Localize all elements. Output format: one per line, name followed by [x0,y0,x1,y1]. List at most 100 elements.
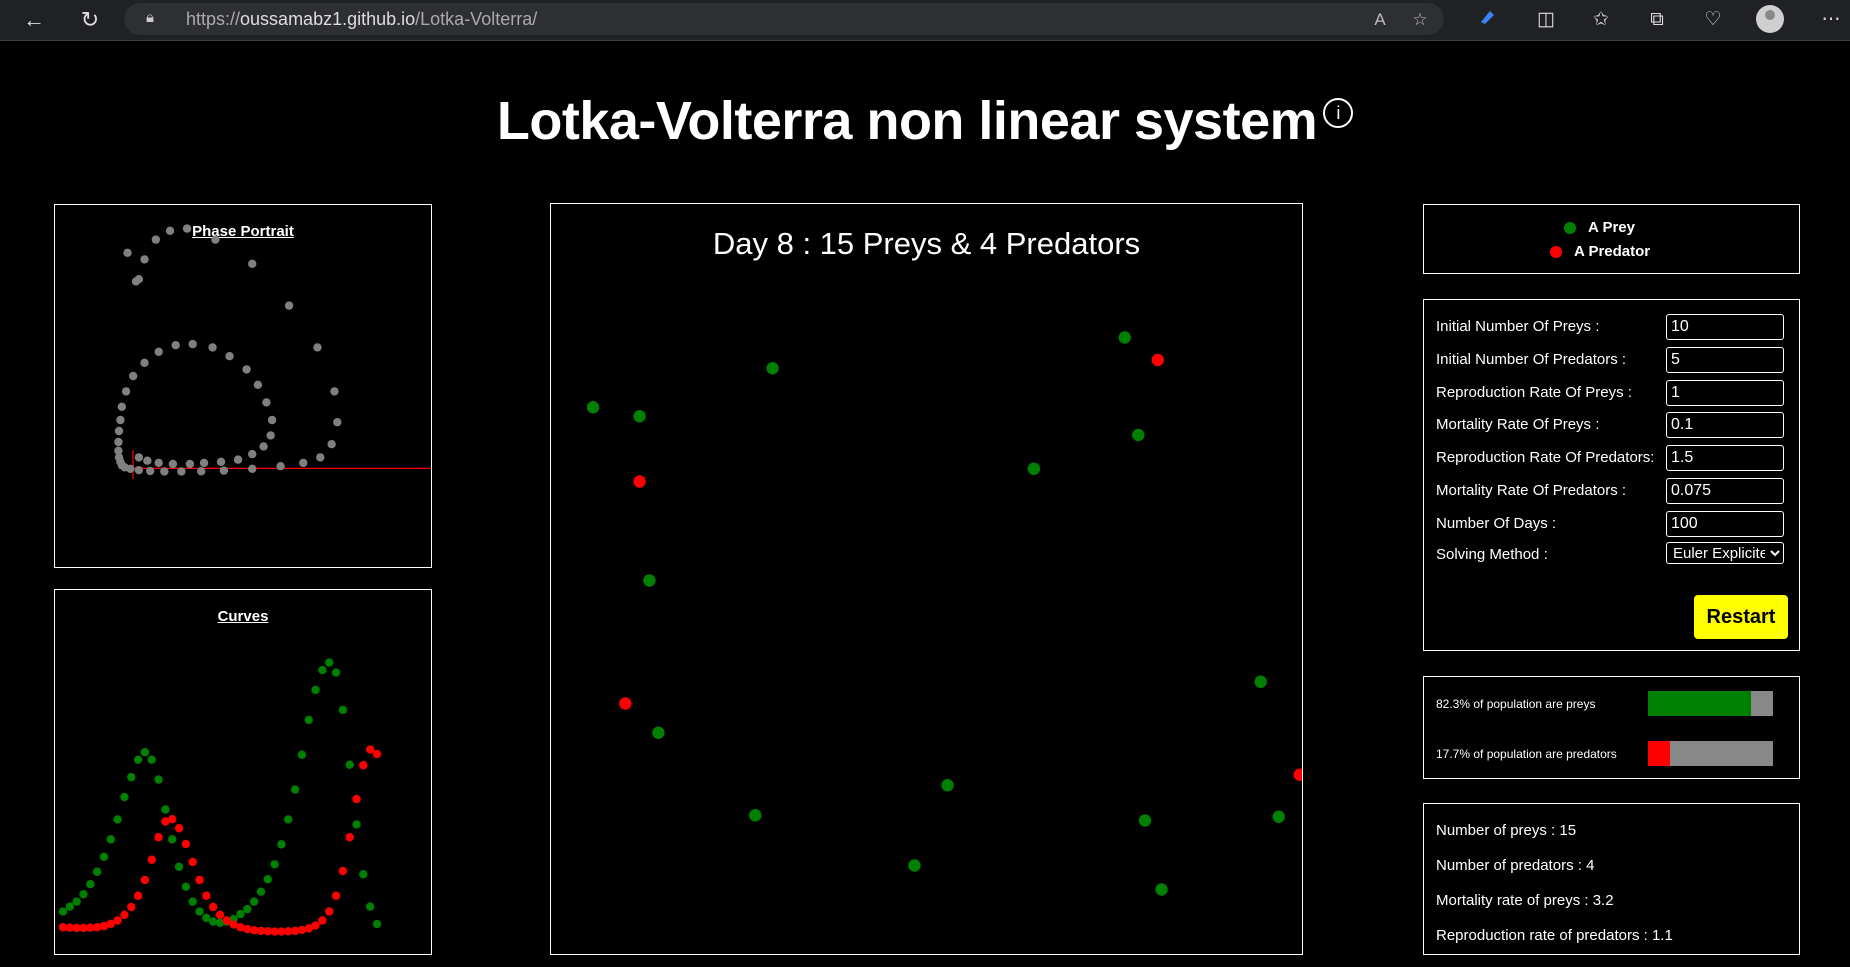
method-label: Solving Method : [1436,546,1548,563]
prey-curve-point [202,913,211,923]
predator-curve-point [243,924,252,934]
phase-point [253,380,263,389]
initial-preys-input[interactable] [1666,314,1784,340]
predator-curve-point [79,923,88,933]
prey-curve-point [154,775,163,784]
phase-point [233,455,243,464]
predator-curve-point [256,926,266,936]
phase-point [276,462,285,471]
profile-avatar[interactable] [1756,5,1784,33]
predator-curve-point [249,925,259,935]
restart-button[interactable]: Restart [1694,595,1788,639]
prey-curve-point [284,815,293,824]
prey-reproduction-input[interactable] [1666,380,1784,406]
prey-curve-point [236,909,245,919]
predator-curve-point [318,916,327,925]
prey-curve-point [181,882,191,891]
phase-point [143,456,152,465]
prey-dot [633,410,646,423]
days-row: Number Of Days : [1436,511,1786,537]
collections-icon[interactable]: ⧉ [1650,9,1664,30]
initial-predators-input[interactable] [1666,347,1784,373]
predator-curve-point [331,891,341,900]
predator-curve-point [365,745,375,754]
phase-point [248,449,257,459]
predator-curve-point [352,794,361,804]
predator-curve-point [270,927,279,936]
predator-curve-point [133,891,143,900]
address-bar[interactable]: 🔒︎ https://oussamabz1.github.io/Lotka-Vo… [124,3,1444,35]
favorite-star-icon[interactable]: ☆ [1412,10,1428,29]
split-screen-icon[interactable]: ◫ [1537,9,1555,30]
favorites-icon[interactable]: ✩ [1593,9,1609,30]
predator-curve-point [99,921,109,931]
predator-dot [1293,768,1302,781]
page-title: Lotka-Volterra non linear system i [0,90,1850,152]
info-icon[interactable]: i [1323,98,1354,128]
predator-reproduction-input[interactable] [1666,445,1784,471]
prey-curve-point [92,867,102,876]
predator-curve-point [338,866,348,876]
phase-point [134,275,144,284]
phase-point [188,339,197,349]
predator-curve-point [290,926,300,936]
prey-curve-point [345,760,354,769]
phase-point [134,465,144,475]
prey-reproduction-row: Reproduction Rate Of Preys : [1436,380,1786,406]
more-menu-icon[interactable]: ⋯ [1821,9,1841,30]
phase-point [116,415,125,425]
predator-curve-point [372,749,382,759]
phase-portrait-panel: Phase Portrait [54,204,432,568]
phase-point [266,431,275,440]
phase-point [128,371,138,381]
prey-curve-point [263,875,272,884]
read-aloud-icon[interactable]: A [1374,10,1386,29]
parameters-panel: Initial Number Of Preys : Initial Number… [1423,299,1800,651]
predator-curve-point [229,920,238,929]
phase-point [216,457,226,466]
predator-reproduction-label: Reproduction Rate Of Predators: [1436,449,1655,466]
prey-curve-point [161,805,170,814]
prey-curve-point [188,897,197,906]
predator-curve-point [120,910,129,920]
prey-curve-point [99,852,109,862]
prey-dot [1027,462,1041,475]
method-select[interactable]: Euler Explicite [1666,542,1784,564]
prey-dot [586,401,600,414]
legend-panel: A Prey A Predator [1423,204,1800,274]
stat-predators: Number of predators : 4 [1436,857,1595,874]
back-icon[interactable]: ← [23,7,45,32]
refresh-icon[interactable]: ↻ [80,7,100,32]
prey-dot [1155,883,1168,896]
predator-curve-point [181,839,191,849]
phase-point [262,398,271,407]
phase-point [121,387,131,396]
predator-percentage-label: 17.7% of population are predators [1436,747,1617,761]
predator-mortality-input[interactable] [1666,478,1784,504]
prey-curve-point [372,919,382,929]
predator-curve-point [195,875,204,885]
prey-curve-point [168,835,177,844]
browser-essentials-icon[interactable]: ♡ [1704,9,1722,30]
days-input[interactable] [1666,511,1784,537]
phase-point [211,235,220,244]
lock-icon: 🔒︎ [146,9,154,26]
curves-panel: Curves [54,589,432,955]
predator-percentage-bar [1648,741,1773,766]
phase-point [219,466,229,475]
prey-curve-point [359,870,368,879]
simulation-title: Day 8 : 15 Preys & 4 Predators [712,226,1141,261]
prey-curve-point [256,887,266,896]
extension-icon[interactable] [1474,7,1500,33]
prey-curve-point [195,907,204,916]
phase-point [182,224,192,233]
phase-point [330,387,339,396]
prey-percentage-label: 82.3% of population are preys [1436,697,1596,711]
prey-curve-point [58,907,68,916]
prey-mortality-input[interactable] [1666,412,1784,438]
phase-point [177,467,186,476]
prey-curve-point [72,897,81,906]
predator-curve-point [297,925,307,935]
phase-point [160,467,169,476]
phase-point [165,226,175,235]
